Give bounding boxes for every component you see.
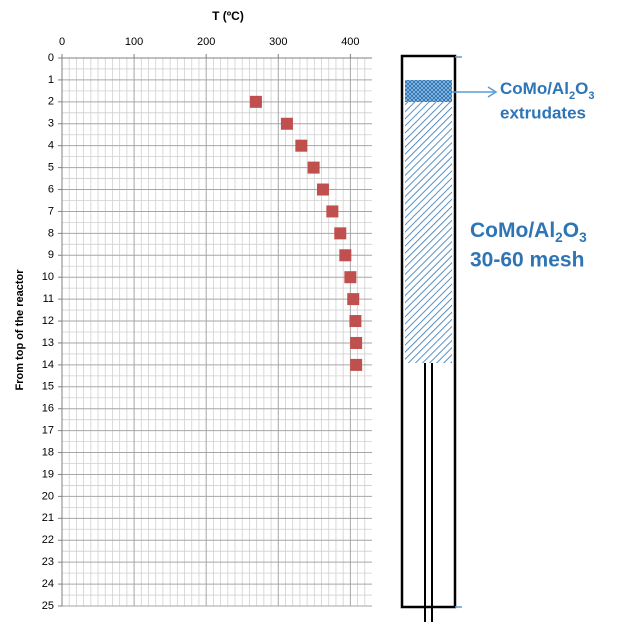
point	[326, 205, 339, 218]
point	[307, 161, 320, 174]
y-tick-label: 4	[48, 140, 54, 152]
mesh-label: CoMo/Al2O3	[470, 219, 587, 246]
y-tick-label: 22	[42, 534, 54, 546]
y-tick-label: 24	[42, 578, 54, 590]
x-tick-label: 400	[341, 36, 359, 48]
label-part: O	[575, 79, 588, 98]
y-tick-label: 14	[42, 359, 54, 371]
arrow-head	[487, 86, 498, 98]
x-axis-title: T (ºC)	[212, 9, 244, 23]
x-tick-label: 0	[59, 36, 65, 48]
y-tick-label: 18	[42, 446, 54, 458]
point	[350, 358, 363, 371]
y-tick-label: 1	[48, 74, 54, 86]
point	[349, 315, 362, 328]
y-tick-label: 10	[42, 271, 54, 283]
x-tick-label: 300	[269, 36, 287, 48]
label-part: O	[563, 219, 579, 242]
point	[350, 336, 363, 349]
point	[295, 139, 308, 152]
label-part: 3	[588, 90, 594, 102]
y-tick-label: 9	[48, 249, 54, 261]
y-tick-label: 3	[48, 118, 54, 130]
y-tick-label: 5	[48, 162, 54, 174]
reactor-tube	[400, 54, 457, 609]
label-part: CoMo/Al	[470, 219, 555, 242]
x-tick-label: 200	[197, 36, 215, 48]
y-tick-label: 16	[42, 403, 54, 415]
label-part: CoMo/Al	[500, 79, 569, 98]
y-tick-label: 19	[42, 468, 54, 480]
y-tick-label: 15	[42, 381, 54, 393]
y-tick-label: 20	[42, 490, 54, 502]
extrudates-label: CoMo/Al2O3	[500, 79, 594, 101]
y-tick-label: 11	[43, 293, 54, 305]
y-tick-label: 0	[48, 52, 54, 64]
y-tick-label: 13	[42, 337, 54, 349]
extrudates-label-2: extrudates	[500, 103, 586, 122]
label-part: 3	[579, 230, 587, 245]
point	[344, 271, 357, 284]
y-tick-label: 12	[42, 315, 54, 327]
label-part: 2	[555, 230, 563, 245]
reactor	[400, 54, 498, 622]
mesh-label-2: 30-60 mesh	[470, 249, 584, 272]
y-tick-label: 21	[42, 512, 54, 524]
y-tick-label: 25	[42, 600, 54, 612]
y-tick-label: 6	[48, 183, 54, 195]
y-tick-label: 7	[48, 205, 54, 217]
plot: 0123456789101112131415161718192021222324…	[42, 36, 372, 612]
extrudate-bed	[405, 80, 452, 102]
point	[339, 249, 352, 262]
y-tick-label: 8	[48, 227, 54, 239]
y-tick-label: 23	[42, 556, 54, 568]
y-tick-label: 17	[42, 425, 54, 437]
point	[347, 293, 360, 306]
point	[334, 227, 347, 240]
x-tick-label: 100	[125, 36, 143, 48]
label-part: 2	[569, 90, 575, 102]
point	[316, 183, 329, 196]
point	[249, 95, 262, 108]
y-tick-label: 2	[48, 96, 54, 108]
y-axis-title: From top of the reactor	[14, 269, 26, 391]
catalyst-bed	[405, 80, 452, 363]
point	[280, 117, 293, 130]
